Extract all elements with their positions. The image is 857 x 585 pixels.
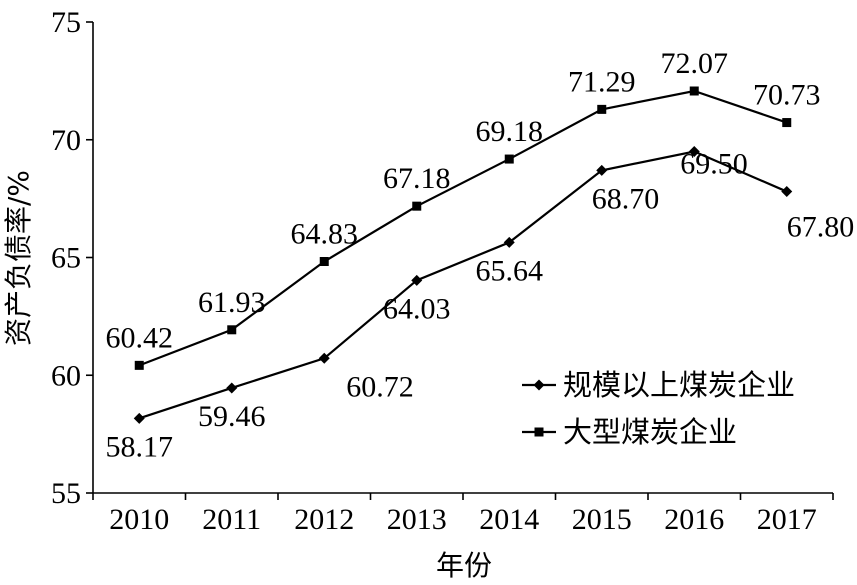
square-marker — [319, 257, 329, 267]
square-marker — [412, 201, 422, 211]
y-axis-title: 资产负债率/% — [2, 170, 35, 346]
data-label: 59.46 — [198, 400, 266, 433]
legend-label: 规模以上煤炭企业 — [563, 368, 795, 402]
data-label: 72.07 — [661, 47, 729, 80]
diamond-marker — [503, 236, 515, 248]
square-marker — [689, 86, 699, 96]
diamond-marker — [226, 382, 238, 394]
series-0: 58.17 59.46 60.72 64.03 65.64 68.70 69.50 67.80 — [106, 146, 855, 463]
y-tick-label: 65 — [51, 242, 81, 275]
data-label: 69.50 — [680, 148, 748, 181]
legend-marker — [534, 427, 544, 437]
x-tick-label: 2015 — [572, 503, 632, 536]
data-label: 61.93 — [198, 286, 266, 319]
diamond-marker — [411, 274, 423, 286]
series-line — [138, 89, 788, 367]
square-marker — [504, 154, 514, 164]
legend-label: 大型煤炭企业 — [563, 415, 737, 449]
x-tick-label: 2016 — [664, 503, 724, 536]
square-marker — [597, 104, 607, 114]
series-line — [138, 150, 788, 420]
y-tick-label: 55 — [51, 477, 81, 510]
axes: 55 60 65 70 75 2010 2011 2012 2013 2014 2015 2016 20… — [51, 6, 834, 536]
x-tick-label: 2014 — [479, 503, 539, 536]
diamond-marker — [781, 186, 793, 198]
data-label: 70.73 — [753, 79, 821, 112]
x-tick-label: 2013 — [387, 503, 447, 536]
data-label: 71.29 — [568, 65, 636, 98]
data-label: 64.03 — [383, 292, 451, 325]
data-label: 65.64 — [476, 254, 544, 287]
diamond-marker — [133, 412, 145, 424]
diamond-marker — [318, 352, 330, 364]
x-tick-label: 2012 — [294, 503, 354, 536]
x-tick-label: 2011 — [202, 503, 261, 536]
data-label: 64.83 — [291, 218, 359, 251]
diamond-marker — [688, 146, 700, 158]
x-tick-label: 2010 — [109, 503, 169, 536]
series-layer: 58.17 59.46 60.72 64.03 65.64 68.70 69.50 67.80… — [106, 47, 855, 463]
data-label: 60.72 — [346, 370, 414, 403]
square-marker — [227, 325, 237, 335]
data-label: 68.70 — [592, 182, 660, 215]
diamond-marker — [596, 164, 608, 176]
y-tick-label: 70 — [51, 124, 81, 157]
y-tick-label: 75 — [51, 6, 81, 39]
legend-marker — [533, 379, 545, 391]
x-axis-title: 年份 — [436, 549, 492, 582]
square-marker — [782, 118, 792, 128]
y-tick-label: 60 — [51, 359, 81, 392]
square-marker — [134, 360, 144, 370]
data-label: 67.18 — [383, 162, 451, 195]
data-label: 58.17 — [106, 430, 174, 463]
data-label: 60.42 — [106, 321, 174, 354]
x-tick-label: 2017 — [757, 503, 817, 536]
data-label: 69.18 — [476, 115, 544, 148]
series-1: 60.42 61.93 64.83 67.18 69.18 71.29 72.07 70.73 — [106, 47, 821, 370]
data-label: 67.80 — [787, 211, 855, 244]
